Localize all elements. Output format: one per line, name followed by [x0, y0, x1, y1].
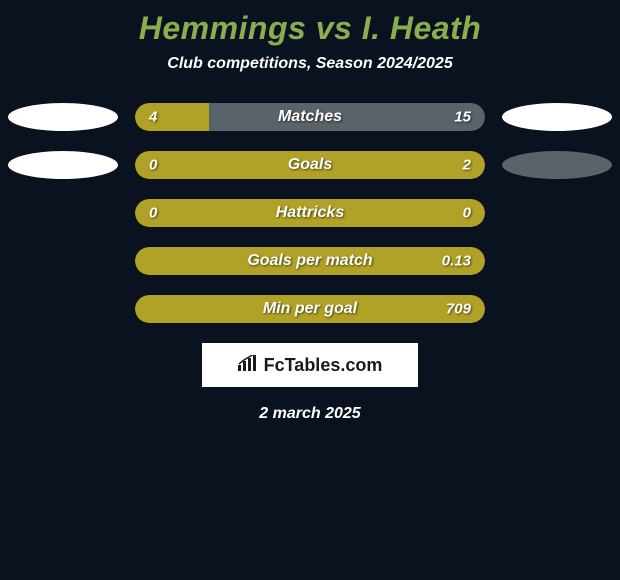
- stat-row: Min per goal709: [0, 295, 620, 323]
- date-text: 2 march 2025: [0, 405, 620, 423]
- logo-box: FcTables.com: [202, 343, 418, 387]
- bar-label: Matches: [135, 108, 485, 126]
- chart-icon: [238, 355, 258, 376]
- left-ellipse: [8, 151, 118, 179]
- bar-label: Goals: [135, 156, 485, 174]
- stat-bar: Goals per match0.13: [135, 247, 485, 275]
- bar-label: Min per goal: [135, 300, 485, 318]
- stat-bar: 0Goals2: [135, 151, 485, 179]
- left-ellipse: [8, 103, 118, 131]
- right-value: 2: [463, 157, 471, 174]
- stat-bar: 4Matches15: [135, 103, 485, 131]
- right-value: 15: [454, 109, 471, 126]
- logo-label: FcTables.com: [264, 355, 383, 376]
- right-value: 0.13: [442, 253, 471, 270]
- right-ellipse: [502, 151, 612, 179]
- right-value: 0: [463, 205, 471, 222]
- stat-bar: 0Hattricks0: [135, 199, 485, 227]
- right-ellipse: [502, 103, 612, 131]
- page-title: Hemmings vs I. Heath: [0, 0, 620, 55]
- stats-section: 4Matches150Goals20Hattricks0Goals per ma…: [0, 103, 620, 323]
- stat-row: 0Hattricks0: [0, 199, 620, 227]
- bar-label: Goals per match: [135, 252, 485, 270]
- stat-row: Goals per match0.13: [0, 247, 620, 275]
- stat-row: 4Matches15: [0, 103, 620, 131]
- right-value: 709: [446, 301, 471, 318]
- page-subtitle: Club competitions, Season 2024/2025: [0, 55, 620, 103]
- logo-text: FcTables.com: [238, 355, 383, 376]
- stat-bar: Min per goal709: [135, 295, 485, 323]
- bar-label: Hattricks: [135, 204, 485, 222]
- stat-row: 0Goals2: [0, 151, 620, 179]
- main-container: Hemmings vs I. Heath Club competitions, …: [0, 0, 620, 423]
